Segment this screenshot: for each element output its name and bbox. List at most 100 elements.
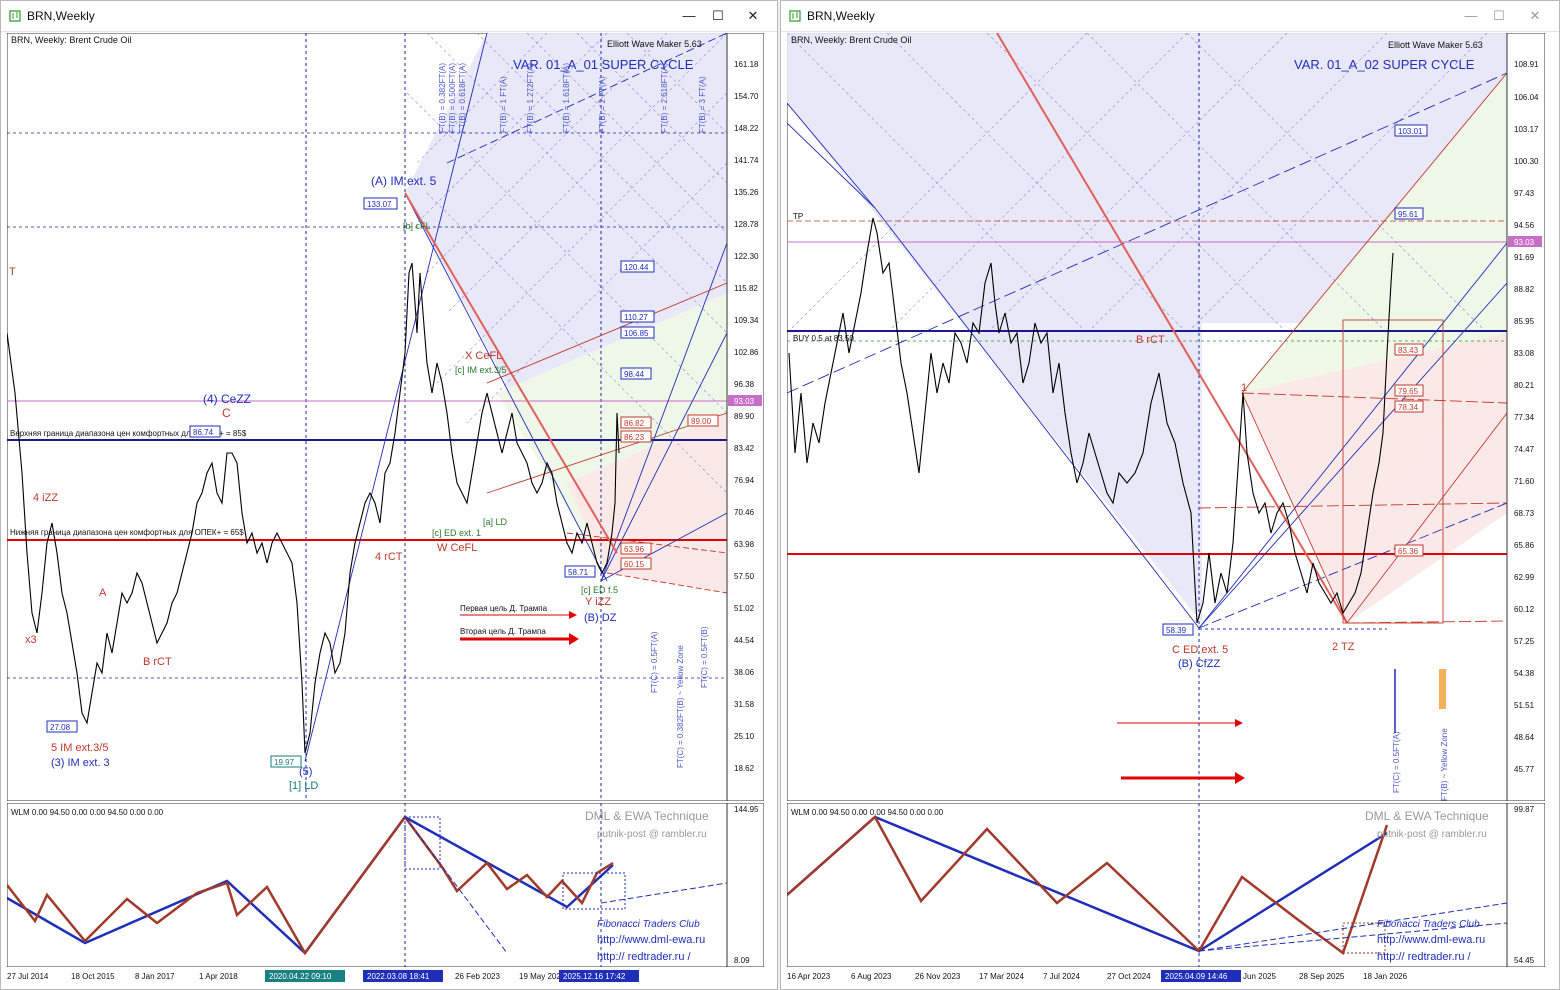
- price-tick: 48.64: [1514, 733, 1535, 742]
- price-tick: 100.30: [1514, 157, 1539, 166]
- minimize-icon[interactable]: —: [1464, 8, 1478, 23]
- minimize-icon[interactable]: —: [682, 8, 696, 23]
- wlm-subwindow[interactable]: WLM 0.00 94.50 0.00 0.00 94.50 0.00 0.00…: [7, 803, 764, 967]
- maximize-icon[interactable]: ☐: [1493, 8, 1505, 23]
- price-box: 58.71: [568, 568, 589, 577]
- time-tick-highlight: 2020.04.22 09:10: [269, 972, 332, 981]
- price-tick: 51.02: [734, 604, 755, 613]
- price-boxes: 103.01 95.61 83.43 79.65 78.34 65.36 58.…: [1162, 124, 1428, 636]
- watermark-line: http://www.dml-ewa.ru: [597, 934, 705, 946]
- arrow-head-icon: [569, 633, 579, 645]
- window-title: BRN,Weekly: [27, 9, 95, 23]
- scenario-title: VAR. 01_A_02 SUPER CYCLE: [1294, 57, 1475, 72]
- price-tick: 54.38: [1514, 669, 1535, 678]
- price-tick: 38.06: [734, 668, 755, 677]
- price-tick: 76.94: [734, 476, 755, 485]
- main-price-chart[interactable]: Верхняя граница диапазона цен комфортных…: [7, 33, 764, 801]
- chart-app-icon: [789, 10, 801, 22]
- fib-grid: [787, 33, 1488, 334]
- close-icon[interactable]: ✕: [1529, 8, 1541, 23]
- buy-label: BUY 0.5 at 83.50: [793, 334, 854, 343]
- price-tick: 45.77: [1514, 765, 1535, 774]
- time-tick: 8 Jan 2017: [135, 972, 175, 981]
- wave-label: 2 TZ: [1332, 641, 1355, 653]
- wave-label: B rCT: [143, 656, 172, 668]
- watermark-line: putnik-post @ rambler.ru: [597, 829, 707, 840]
- upper-comfort-label: Верхняя граница диапазона цен комфортных…: [10, 429, 247, 438]
- price-axis[interactable]: 108.91 106.04 103.17 100.30 97.43 94.56 …: [1514, 60, 1539, 774]
- fib-lower-labels: FT(C) = 0.5FT(A) FT(B) ~ Yellow Zone: [1392, 728, 1449, 801]
- fib-label: FT(C) = 0.5FT(B): [700, 626, 709, 688]
- trump-target-2-label: Вторая цель Д. Трампа: [460, 627, 546, 636]
- price-tick: 141.74: [734, 156, 759, 165]
- fan-zone-blue: [787, 33, 1507, 623]
- price-tick: 106.04: [1514, 93, 1539, 102]
- wlm-subwindow[interactable]: WLM 0.00 94.50 0.00 0.00 94.50 0.00 0.00…: [787, 803, 1545, 967]
- chart-header: BRN, Weekly: Brent Crude Oil: [11, 35, 131, 45]
- fib-label: FT(B) = 2 FT(A): [598, 76, 607, 133]
- watermark-line: http:// redtrader.ru /: [1377, 951, 1471, 963]
- wave-label: (5): [299, 766, 312, 778]
- window-title: BRN,Weekly: [807, 9, 875, 23]
- main-price-chart[interactable]: BRN, Weekly: Brent Crude Oil Elliott Wav…: [787, 33, 1545, 801]
- time-axis[interactable]: 27 Jul 2014 18 Oct 2015 8 Jan 2017 1 Apr…: [7, 967, 767, 989]
- fib-label: FT(B) ~ Yellow Zone: [1440, 728, 1449, 801]
- time-tick: 27 Jul 2014: [7, 972, 49, 981]
- right-titlebar[interactable]: BRN,Weekly — ☐ ✕: [781, 1, 1559, 32]
- scenario-title: VAR. 01_A_01 SUPER CYCLE: [513, 57, 694, 72]
- wave-label: W CeFL: [437, 542, 477, 554]
- indicator-name: Elliott Wave Maker 5.63: [1388, 40, 1483, 50]
- fib-label: FT(C) = 0.5FT(A): [1392, 731, 1401, 793]
- price-tick: 91.69: [1514, 253, 1535, 262]
- indicator-name: Elliott Wave Maker 5.63: [607, 39, 702, 49]
- price-tick: 161.18: [734, 60, 759, 69]
- time-tick-highlight: 2025.04.09 14:46: [1165, 972, 1228, 981]
- fib-label: FT(B) = 3 FT(A): [698, 76, 707, 133]
- left-titlebar[interactable]: BRN,Weekly — ☐ ✕: [1, 1, 777, 32]
- watermark-line: Fibonacci Traders Club: [1377, 919, 1480, 930]
- current-price-text: 93.03: [734, 397, 755, 406]
- price-tick: 74.47: [1514, 445, 1535, 454]
- price-tick: 51.51: [1514, 701, 1535, 710]
- maximize-icon[interactable]: ☐: [712, 8, 724, 23]
- left-chart-window[interactable]: BRN,Weekly — ☐ ✕ Верхняя граница диапазо…: [0, 0, 778, 990]
- fan-zone-red: [1242, 333, 1507, 623]
- price-box: 95.61: [1398, 210, 1419, 219]
- price-box: 27.08: [50, 723, 71, 732]
- wave-label: T: [9, 266, 16, 278]
- price-axis[interactable]: 161.18 154.70 148.22 141.74 135.26 128.7…: [734, 60, 759, 773]
- price-tick: 94.56: [1514, 221, 1535, 230]
- wave-label: 5 IM ext.3/5: [51, 742, 108, 754]
- wave-label: [a] LD: [483, 517, 508, 527]
- time-tick-highlight: 2022.03.08 18:41: [367, 972, 430, 981]
- time-axis[interactable]: 16 Apr 2023 6 Aug 2023 26 Nov 2023 17 Ma…: [787, 967, 1547, 989]
- price-box: 133.07: [367, 200, 392, 209]
- price-box: 86.23: [624, 433, 645, 442]
- wave-channel-blue: [787, 72, 1508, 629]
- price-tick: 103.17: [1514, 125, 1539, 134]
- wave-labels: B rCT C ED ext. 5 (B) CfZZ 2 TZ 1: [1136, 334, 1355, 670]
- price-tick: 18.62: [734, 764, 755, 773]
- price-box: 83.43: [1398, 346, 1419, 355]
- fib-vertical-labels: FT(B) = 0.382FT(A) FT(B) = 0.500FT(A) FT…: [438, 63, 707, 133]
- price-box: 98.44: [624, 370, 645, 379]
- arrow-head-icon: [569, 611, 577, 619]
- wave-label: 1: [1241, 382, 1247, 394]
- arrow-head-icon: [1235, 719, 1243, 727]
- price-tick: 44.54: [734, 636, 755, 645]
- close-icon[interactable]: ✕: [747, 8, 759, 23]
- price-tick: 135.26: [734, 188, 759, 197]
- price-box: 63.96: [624, 545, 645, 554]
- price-tick: 70.46: [734, 508, 755, 517]
- time-tick: 27 Oct 2024: [1107, 972, 1151, 981]
- fib-lower-labels: FT(C) = 0.5FT(A) FT(C) = 0.382FT(B) ~ Ye…: [650, 626, 709, 768]
- price-box: 120.44: [624, 263, 649, 272]
- price-tick: 57.50: [734, 572, 755, 581]
- right-chart-window[interactable]: BRN,Weekly — ☐ ✕: [780, 0, 1560, 990]
- wave-label: (3) IM ext. 3: [51, 757, 110, 769]
- price-tick: 97.43: [1514, 189, 1535, 198]
- wlm-red-line: [787, 815, 1389, 956]
- time-tick-highlight: 2025.12.16 17:42: [563, 972, 626, 981]
- lower-comfort-label: Нижняя граница диапазона цен комфортных …: [10, 528, 244, 537]
- wlm-axis-top: 99.87: [1514, 805, 1535, 814]
